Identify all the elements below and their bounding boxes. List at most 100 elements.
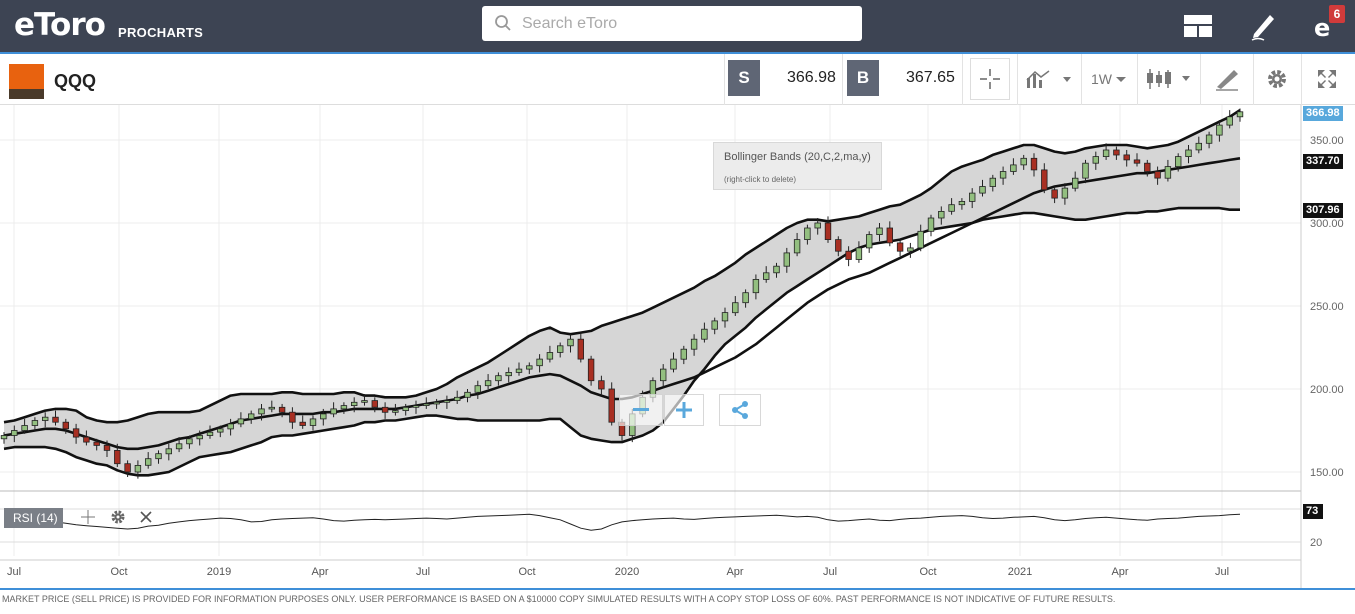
- candle-down: [577, 338, 584, 360]
- toolbar-separator: [1200, 54, 1201, 105]
- toolbar-separator: [1301, 54, 1302, 105]
- indicators-icon[interactable]: [1024, 58, 1076, 100]
- candle-up: [392, 410, 399, 413]
- candle-up: [1175, 156, 1182, 167]
- candle-up: [453, 396, 461, 401]
- candle-up: [567, 338, 574, 347]
- candle-up: [773, 265, 780, 274]
- candle-up: [495, 375, 502, 382]
- draw-tools-icon[interactable]: [1207, 58, 1247, 100]
- sell-price[interactable]: 366.98: [787, 69, 836, 86]
- time-axis-label: Apr: [1111, 566, 1128, 578]
- search-icon: [494, 14, 512, 37]
- candle-up: [443, 400, 451, 403]
- settings-gear-icon[interactable]: [1259, 58, 1295, 100]
- edit-pencil-icon[interactable]: [1245, 8, 1281, 44]
- indicator-tooltip[interactable]: Bollinger Bands (20,C,2,ma,y) (right-cli…: [713, 142, 882, 190]
- candle-up: [361, 400, 368, 403]
- candle-up: [742, 292, 749, 304]
- candle-up: [804, 227, 811, 241]
- candle-down: [835, 239, 842, 252]
- price-chart[interactable]: 150.00 200.00 250.00 300.00 350.00 20 Jul Oct…: [0, 105, 1355, 588]
- bollinger-upper-band-line: [3, 109, 1241, 424]
- sell-button-label[interactable]: S: [728, 60, 760, 96]
- candle-down: [896, 242, 904, 252]
- candle-up: [175, 443, 183, 450]
- candle-down: [845, 250, 852, 260]
- candle-up: [484, 380, 492, 387]
- candle-up: [155, 453, 162, 460]
- candle-down: [83, 436, 90, 443]
- rsi-indicator-label[interactable]: RSI (14): [4, 508, 63, 528]
- timeframe-label: 1W: [1091, 71, 1112, 87]
- timeframe-selector[interactable]: 1W: [1086, 58, 1132, 100]
- lower-band-tag: 307.96: [1303, 203, 1343, 218]
- candle-up: [721, 312, 729, 322]
- share-icon: [732, 401, 748, 419]
- candle-up: [227, 423, 234, 430]
- price-axis-label: 250.00: [1310, 301, 1344, 313]
- candle-up: [793, 239, 801, 254]
- bollinger-band-fill: [4, 110, 1240, 476]
- rsi-crosshair-icon[interactable]: [78, 507, 98, 527]
- search-box[interactable]: [482, 6, 862, 41]
- candle-up: [1226, 116, 1233, 126]
- candle-up: [31, 420, 39, 426]
- zoom-out-button[interactable]: [619, 394, 663, 426]
- candle-down: [52, 416, 59, 423]
- candle-up: [1072, 177, 1079, 189]
- time-axis-label: Oct: [518, 566, 535, 578]
- candle-up: [855, 247, 863, 260]
- candle-up: [814, 222, 821, 229]
- rsi-settings-gear-icon[interactable]: [108, 507, 128, 527]
- header-divider: [0, 52, 1355, 54]
- instrument-symbol: QQQ: [54, 71, 97, 91]
- candle-up: [217, 428, 224, 433]
- zoom-in-button[interactable]: [664, 394, 704, 426]
- candle-down: [114, 449, 121, 465]
- candle-down: [587, 358, 595, 382]
- buy-price[interactable]: 367.65: [906, 69, 955, 86]
- candle-down: [103, 444, 111, 451]
- footer-divider: [0, 588, 1355, 590]
- candle-up: [11, 430, 18, 436]
- etoro-profile-icon[interactable]: e: [1305, 8, 1341, 44]
- buy-button-label[interactable]: B: [847, 60, 879, 96]
- candle-up: [557, 345, 564, 353]
- candle-up: [412, 405, 420, 408]
- search-input[interactable]: [522, 6, 852, 41]
- candle-up: [21, 425, 28, 431]
- candle-up: [515, 368, 523, 373]
- candle-up: [402, 406, 409, 411]
- share-button[interactable]: [719, 394, 761, 426]
- etoro-logo[interactable]: eToro: [14, 7, 106, 43]
- candle-type-icon[interactable]: [1143, 58, 1195, 100]
- fullscreen-icon[interactable]: [1308, 58, 1346, 100]
- candle-up: [320, 413, 327, 420]
- candle-down: [299, 421, 306, 426]
- candle-up: [423, 403, 430, 406]
- time-axis-label: Apr: [311, 566, 328, 578]
- upper-band-tag: 337.70: [1303, 154, 1343, 169]
- candle-up: [546, 352, 554, 360]
- procharts-label: PROCHARTS: [118, 25, 204, 40]
- candle-up: [1102, 149, 1110, 157]
- candle-up: [969, 192, 976, 202]
- layout-icon[interactable]: [1180, 8, 1216, 44]
- rsi-line: [3, 513, 1241, 531]
- candle-down: [1123, 154, 1130, 161]
- candle-down: [608, 388, 615, 423]
- candle-down: [278, 406, 286, 413]
- time-axis-label: Oct: [919, 566, 936, 578]
- candle-down: [93, 441, 100, 446]
- notifications-badge[interactable]: 6: [1329, 5, 1345, 23]
- candle-up: [876, 227, 883, 235]
- candle-down: [1144, 162, 1151, 172]
- instrument-logo: [9, 64, 44, 99]
- rsi-close-icon[interactable]: [136, 507, 156, 527]
- toolbar-separator: [724, 54, 725, 105]
- chevron-down-icon: [1116, 77, 1126, 82]
- crosshair-icon[interactable]: [970, 58, 1010, 100]
- candle-down: [289, 411, 296, 423]
- candle-up: [989, 177, 996, 187]
